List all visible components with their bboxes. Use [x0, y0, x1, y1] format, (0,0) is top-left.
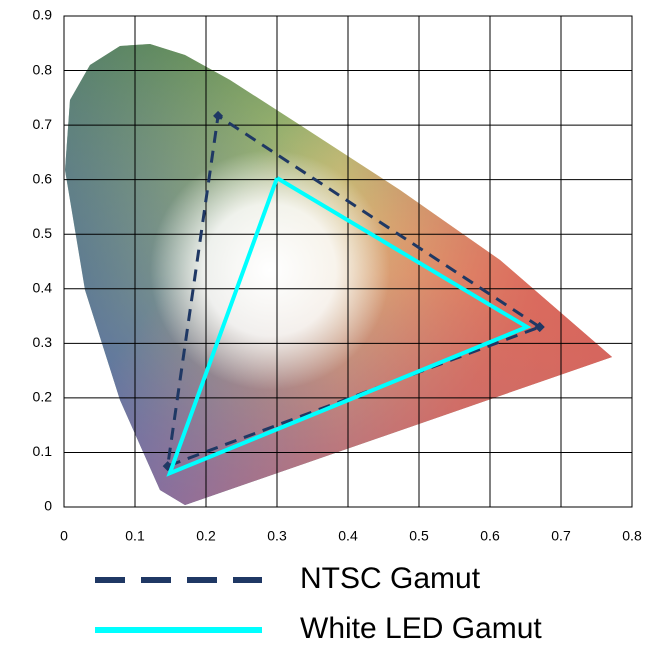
y-tick-label: 0.5 — [33, 225, 53, 241]
x-tick-label: 0.2 — [196, 528, 216, 544]
y-tick-label: 0.7 — [33, 116, 53, 132]
x-tick-label: 0.6 — [480, 528, 500, 544]
legend-label: White LED Gamut — [300, 612, 542, 645]
y-tick-label: 0.2 — [33, 389, 53, 405]
y-tick-label: 0.1 — [33, 443, 53, 459]
x-tick-label: 0.5 — [409, 528, 429, 544]
y-tick-label: 0.4 — [33, 279, 53, 295]
y-tick-label: 0 — [44, 498, 52, 514]
y-tick-label: 0.6 — [33, 170, 53, 186]
x-tick-label: 0.4 — [338, 528, 358, 544]
x-tick-label: 0.7 — [551, 528, 571, 544]
chart: 0 0.1 0.2 0.3 0.4 0.5 0.6 0.7 0.8 0 0.1 0.2 0.3 0.4 0.… — [0, 0, 649, 645]
x-tick-label: 0.1 — [125, 528, 145, 544]
x-tick-label: 0.8 — [622, 528, 642, 544]
y-tick-label: 0.3 — [33, 334, 53, 350]
y-tick-label: 0.9 — [33, 7, 53, 23]
chromaticity-diagram — [60, 40, 620, 510]
legend-label: NTSC Gamut — [300, 562, 481, 595]
y-tick-label: 0.8 — [33, 61, 53, 77]
x-tick-label: 0.3 — [267, 528, 287, 544]
x-tick-label: 0 — [60, 528, 68, 544]
